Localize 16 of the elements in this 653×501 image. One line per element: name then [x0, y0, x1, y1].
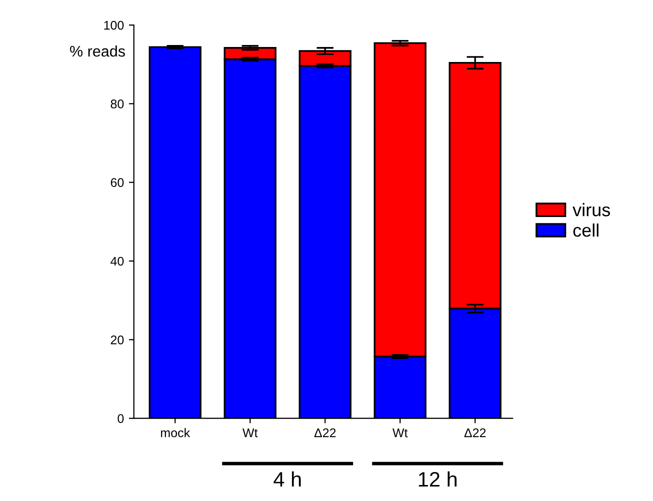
x-tick-label: Δ22: [464, 428, 486, 438]
legend-label: cell: [573, 224, 598, 237]
x-tick-label: mock: [161, 428, 190, 438]
y-tick-label: 80: [110, 100, 124, 108]
legend-label: virus: [572, 203, 610, 216]
y-tick-label: 60: [110, 178, 124, 188]
y-tick-label: 100: [104, 20, 124, 30]
y-tick-label: 20: [110, 335, 124, 344]
y-tick-label: 0: [118, 414, 124, 423]
x-tick-label: Wt: [242, 428, 258, 438]
text: 12 h: [418, 471, 457, 487]
x-tick-label: Wt: [392, 428, 408, 438]
y-tick-label: 40: [110, 256, 124, 266]
x-tick-label: Δ22: [314, 428, 336, 438]
y-axis-title: % reads: [70, 45, 125, 57]
text: 4 h: [274, 471, 301, 487]
